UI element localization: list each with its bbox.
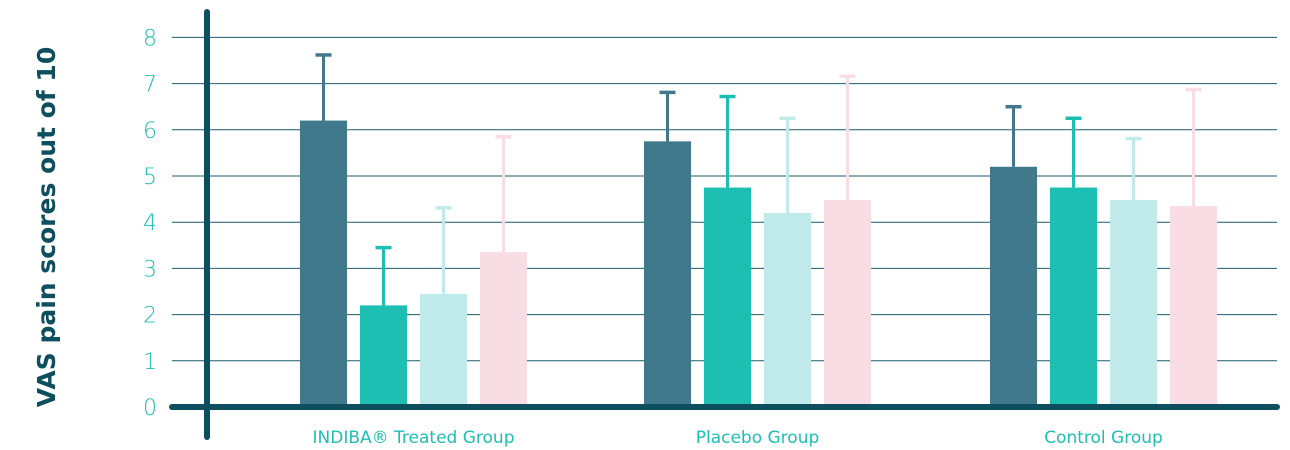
y-tick-label: 6 bbox=[143, 119, 157, 144]
y-tick-label: 3 bbox=[143, 257, 157, 282]
bar bbox=[360, 305, 407, 407]
y-tick-labels: 0 1 2 3 4 5 6 7 8 bbox=[143, 26, 157, 421]
bar bbox=[1170, 206, 1217, 407]
axes bbox=[169, 9, 1280, 440]
bar bbox=[480, 252, 527, 407]
y-axis-title: VAS pain scores out of 10 bbox=[32, 47, 61, 407]
bar bbox=[990, 166, 1037, 407]
y-tick-label: 1 bbox=[143, 350, 157, 375]
x-category-label: Placebo Group bbox=[696, 428, 820, 448]
y-tick-label: 5 bbox=[143, 165, 157, 190]
bar bbox=[1050, 187, 1097, 407]
bar bbox=[420, 293, 467, 407]
y-tick-label: 0 bbox=[143, 396, 157, 421]
bar bbox=[764, 212, 811, 407]
bar bbox=[1110, 200, 1157, 407]
x-category-label: Control Group bbox=[1044, 428, 1163, 448]
y-tick-label: 2 bbox=[143, 304, 157, 329]
bar bbox=[300, 120, 347, 407]
y-tick-label: 8 bbox=[143, 26, 157, 51]
error-bars bbox=[315, 53, 1202, 306]
bar bbox=[704, 187, 751, 407]
x-category-label: INDIBA® Treated Group bbox=[313, 428, 515, 448]
bar bbox=[644, 141, 691, 407]
y-tick-label: 7 bbox=[143, 73, 157, 98]
y-tick-label: 4 bbox=[143, 211, 157, 236]
x-category-labels: INDIBA® Treated Group Placebo Group Contro… bbox=[313, 428, 1163, 448]
bar bbox=[824, 200, 871, 407]
bars bbox=[300, 120, 1217, 407]
